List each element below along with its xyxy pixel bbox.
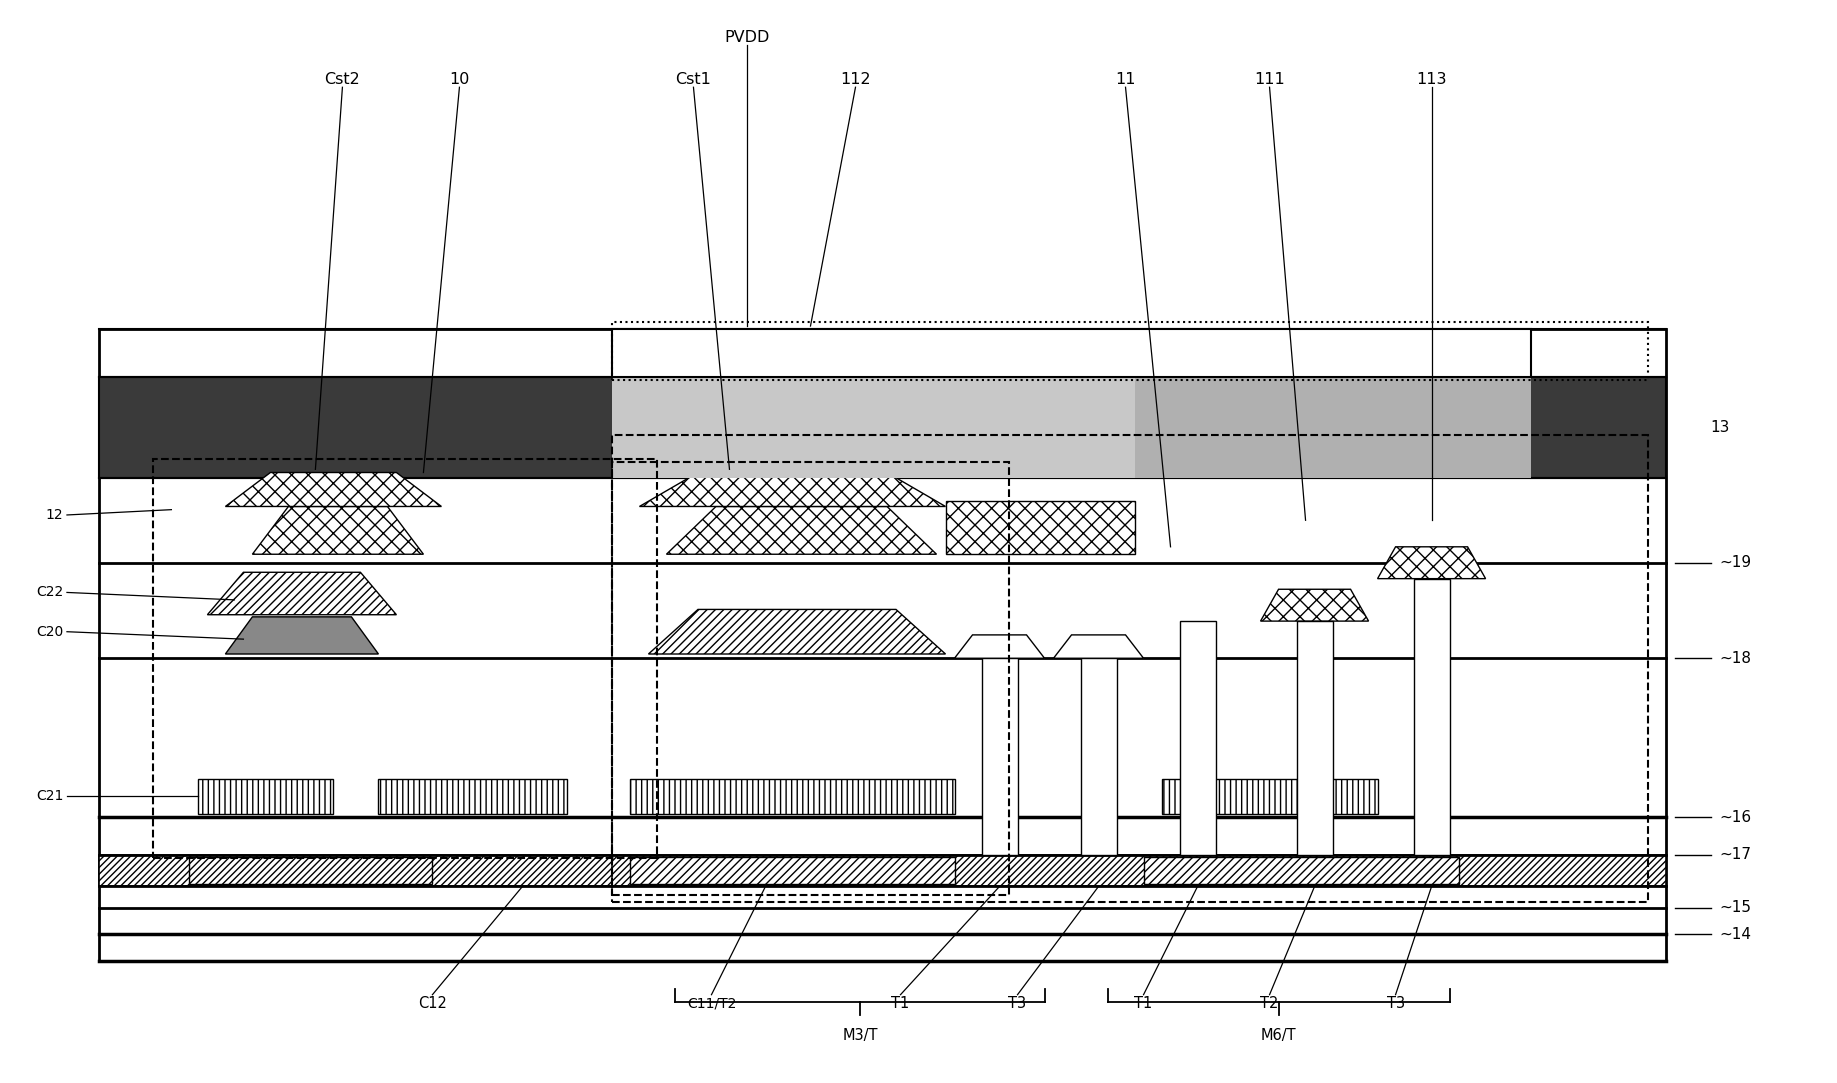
Text: C22: C22 (37, 586, 64, 600)
Polygon shape (1054, 635, 1143, 658)
Polygon shape (226, 472, 441, 507)
Text: T3: T3 (1009, 995, 1027, 1010)
Text: 11: 11 (1115, 73, 1135, 88)
Bar (612, 377, 1530, 478)
Bar (189, 857, 432, 885)
Text: C11/T2: C11/T2 (687, 996, 737, 1010)
Bar (981, 658, 1018, 854)
Text: T2: T2 (1260, 995, 1279, 1010)
Bar (612, 322, 1648, 380)
Text: C12: C12 (419, 995, 446, 1010)
Bar (612, 461, 1009, 895)
Polygon shape (955, 635, 1045, 658)
Text: ~15: ~15 (1719, 900, 1752, 915)
Text: T1: T1 (891, 995, 909, 1010)
Bar (1179, 621, 1216, 854)
Text: 111: 111 (1255, 73, 1284, 88)
Text: T1: T1 (1135, 995, 1152, 1010)
Polygon shape (1378, 547, 1486, 578)
Bar (198, 780, 334, 814)
Text: ~19: ~19 (1719, 556, 1752, 571)
Bar (99, 329, 1666, 961)
Bar (99, 854, 1666, 886)
Polygon shape (208, 572, 397, 615)
Text: PVDD: PVDD (726, 30, 770, 44)
Polygon shape (1260, 589, 1369, 621)
Bar (1414, 578, 1449, 854)
Bar (1143, 857, 1459, 885)
Bar (1297, 621, 1332, 854)
Bar (630, 780, 955, 814)
Text: C20: C20 (37, 625, 64, 639)
Bar (630, 857, 955, 885)
Polygon shape (252, 507, 424, 554)
Bar (154, 459, 658, 858)
Text: 13: 13 (1710, 420, 1730, 435)
Text: Cst2: Cst2 (325, 73, 360, 88)
Text: M3/T: M3/T (841, 1028, 878, 1043)
Text: ~16: ~16 (1719, 810, 1752, 825)
Text: ~18: ~18 (1719, 651, 1752, 666)
Text: M6/T: M6/T (1260, 1028, 1297, 1043)
Text: T3: T3 (1387, 995, 1405, 1010)
Text: C21: C21 (37, 790, 64, 804)
Bar (1161, 780, 1378, 814)
Polygon shape (648, 610, 946, 654)
Text: ~14: ~14 (1719, 927, 1752, 942)
Polygon shape (639, 472, 946, 507)
Polygon shape (667, 507, 937, 554)
Text: 113: 113 (1416, 73, 1448, 88)
Bar (99, 377, 1666, 478)
Bar (946, 501, 1135, 554)
Bar (612, 329, 1530, 377)
Text: 112: 112 (840, 73, 871, 88)
Bar (1080, 658, 1117, 854)
Bar (378, 780, 568, 814)
Text: Cst1: Cst1 (676, 73, 711, 88)
Bar (1135, 377, 1530, 478)
Text: 12: 12 (46, 508, 64, 522)
Text: ~17: ~17 (1719, 847, 1752, 862)
Bar (612, 435, 1648, 902)
Text: 10: 10 (450, 73, 470, 88)
Polygon shape (226, 617, 378, 654)
